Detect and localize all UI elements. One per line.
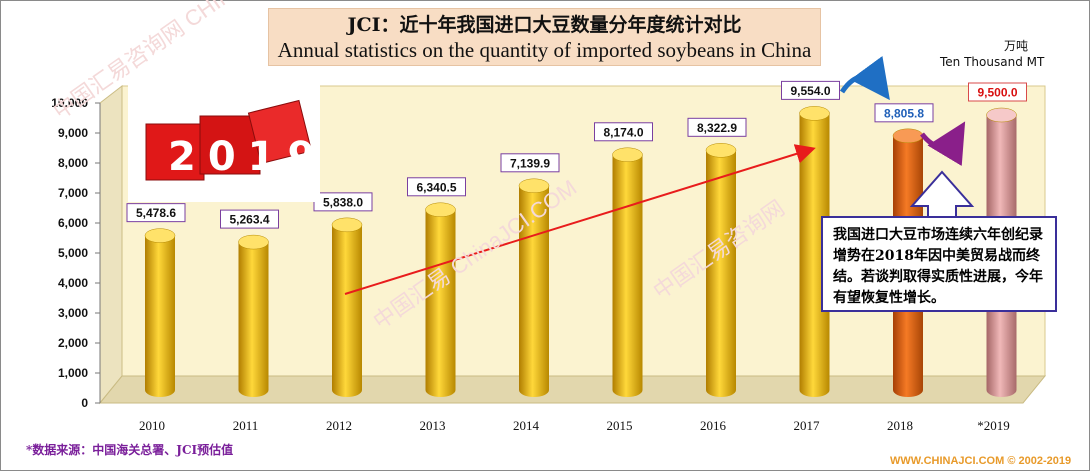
- y-tick-label: 7,000: [58, 186, 88, 200]
- bar-2011: [238, 234, 269, 397]
- bar-body: [145, 235, 175, 390]
- bars-group: [144, 106, 1017, 397]
- value-label: 8,174.0: [603, 125, 643, 139]
- y-axis-ticks: 0 1,000 2,000 3,000 4,000 5,000 6,000 7,000 8,00…: [51, 96, 100, 410]
- curved-arrow-purple-icon: [920, 121, 966, 167]
- x-tick-label: 2018: [887, 418, 913, 433]
- y-tick-label: 0: [81, 396, 88, 410]
- y-tick-label: 3,000: [58, 306, 88, 320]
- bar-top: [612, 147, 643, 163]
- bar-base: [799, 383, 830, 397]
- year-2019-dice-image: 2019: [128, 84, 320, 202]
- value-label-box: [220, 209, 279, 229]
- callout-annotation: 我国进口大豆市场连续六年创纪录增势在2018年因中美贸易战而终结。若谈判取得实质…: [821, 216, 1057, 312]
- source-note: *数据来源：中国海关总署、JCI预估值: [26, 443, 234, 457]
- title-english: Annual statistics on the quantity of imp…: [277, 38, 812, 62]
- value-label: 5,478.6: [136, 206, 176, 220]
- value-label-box: [126, 203, 186, 223]
- bar-2014: [518, 178, 550, 397]
- x-tick-label: 2013: [420, 418, 446, 433]
- bar-top: [518, 178, 550, 194]
- x-tick-label: 2015: [607, 418, 633, 433]
- bar-top: [144, 228, 176, 243]
- value-label: 5,838.0: [323, 195, 363, 209]
- title-box: JCI：近十年我国进口大豆数量分年度统计对比 Annual statistics…: [268, 8, 821, 66]
- bar-body: [612, 154, 643, 390]
- bar-2012: [331, 217, 363, 397]
- bar-base: [706, 383, 736, 397]
- unit-label-english: Ten Thousand MT: [940, 55, 1045, 69]
- value-labels: 5,478.6 5,263.4 5,838.0 6,340.5 7,139.9 8,174…: [126, 80, 1027, 229]
- bar-body: [332, 224, 362, 390]
- value-label: 8,322.9: [697, 121, 737, 135]
- bar-base: [145, 383, 175, 397]
- y-tick-label: 9,000: [58, 126, 88, 140]
- value-label-box: [594, 122, 653, 142]
- bar-2015: [612, 147, 643, 397]
- x-tick-label: 2010: [139, 418, 165, 433]
- bar-base: [893, 383, 923, 397]
- badge-year-text: 2019: [168, 134, 320, 180]
- x-tick-label: 2016: [700, 418, 727, 433]
- value-label-box: [500, 153, 560, 173]
- value-label: 9,500.0: [977, 86, 1017, 100]
- bar-top: [986, 107, 1017, 123]
- curved-arrow-blue-icon: [839, 55, 890, 101]
- bar-base: [425, 383, 456, 397]
- bar-top: [331, 217, 363, 233]
- x-tick-label: 2017: [794, 418, 821, 433]
- bar-top: [892, 128, 924, 144]
- y-tick-label: 1,000: [58, 366, 88, 380]
- x-axis-labels: 2010 2011 2012 2013 2014 2015 2016 2017 2018 *201…: [139, 418, 1010, 433]
- value-label: 5,263.4: [229, 213, 269, 227]
- bar-body: [425, 209, 456, 390]
- copyright-text: WWW.CHINAJCI.COM © 2002-2019: [890, 455, 1072, 467]
- value-label: 6,340.5: [416, 180, 456, 194]
- value-label: 9,554.0: [790, 84, 830, 98]
- value-label: 7,139.9: [510, 156, 550, 170]
- bar-base: [986, 383, 1017, 397]
- value-label-box: [968, 82, 1027, 102]
- y-tick-label: 4,000: [58, 276, 88, 290]
- y-tick-label: 6,000: [58, 216, 88, 230]
- value-label-box: [687, 117, 747, 137]
- bar-top: [705, 143, 737, 158]
- bar-body: [706, 150, 736, 390]
- bar-base: [519, 383, 549, 397]
- bar-top: [238, 234, 269, 250]
- x-tick-label: 2011: [233, 418, 259, 433]
- x-tick-label: 2012: [326, 418, 352, 433]
- unit-label-chinese: 万吨: [1004, 39, 1029, 53]
- value-label-box: [407, 177, 466, 197]
- value-label-box: [874, 103, 934, 123]
- y-tick-label: 5,000: [58, 246, 88, 260]
- bar-top: [799, 106, 830, 121]
- bar-2010: [144, 228, 176, 397]
- bar-base: [238, 383, 269, 397]
- title-chinese: JCI：近十年我国进口大豆数量分年度统计对比: [347, 14, 742, 36]
- bar-2013: [425, 202, 456, 397]
- value-label-box: [781, 80, 840, 100]
- bar-base: [332, 383, 362, 397]
- x-tick-label: 2014: [513, 418, 540, 433]
- x-tick-label: *2019: [977, 418, 1010, 433]
- y-tick-label: 2,000: [58, 336, 88, 350]
- trend-arrow: [344, 144, 816, 295]
- bar-top: [425, 202, 456, 218]
- bar-body: [238, 242, 269, 390]
- plot-side-wall: [99, 84, 123, 405]
- value-label: 8,805.8: [884, 106, 924, 120]
- bar-2016: [705, 143, 737, 397]
- bar-body: [519, 185, 549, 390]
- bar-base: [612, 383, 643, 397]
- y-tick-label: 10,000: [51, 96, 88, 110]
- y-tick-label: 8,000: [58, 156, 88, 170]
